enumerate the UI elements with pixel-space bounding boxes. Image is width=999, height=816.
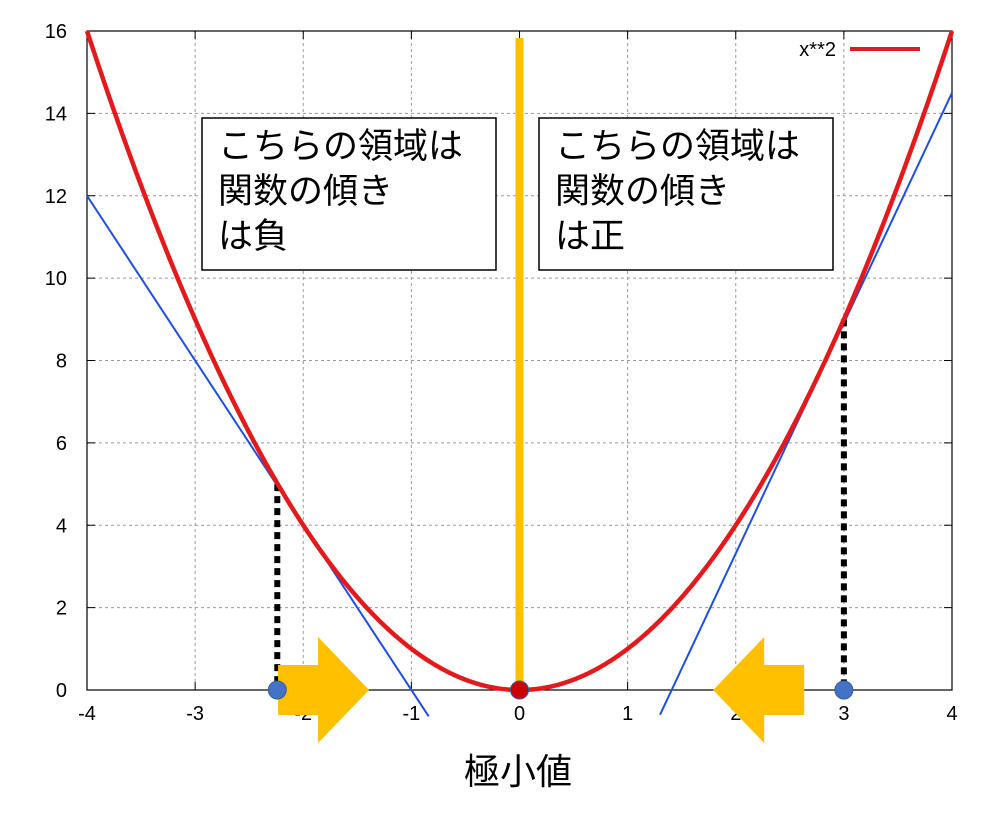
- data-point: [510, 680, 529, 700]
- direction-arrows: [278, 637, 805, 743]
- arrow-left: [713, 637, 805, 743]
- annotation-line: こちらの領域は: [555, 127, 800, 167]
- y-tick-label: 14: [45, 103, 67, 125]
- annotation-line: こちらの領域は: [218, 127, 463, 167]
- points: [267, 680, 854, 700]
- data-point: [267, 680, 287, 700]
- x-tick-label: 1: [622, 703, 633, 725]
- legend-label: x**2: [799, 39, 836, 61]
- tangent-line: [86, 195, 430, 717]
- data-point: [834, 680, 854, 700]
- y-tick-label: 12: [45, 186, 67, 208]
- x-tick-label: 3: [838, 703, 849, 725]
- x-tick-label: 4: [946, 703, 957, 725]
- annotation-negative: こちらの領域は 関数の傾き は負: [201, 117, 497, 271]
- annotation-line: は負: [218, 217, 288, 257]
- arrow-right: [278, 637, 370, 743]
- annotation-box: [201, 117, 497, 271]
- x-tick-label: -3: [186, 703, 204, 725]
- y-tick-label: 8: [56, 351, 67, 373]
- dotted-drop-lines: [274, 319, 847, 690]
- x-tick-label: 0: [514, 703, 525, 725]
- annotation-line: 関数の傾き: [555, 172, 730, 212]
- x-axis-label: 極小値: [464, 752, 572, 793]
- annotation-positive: こちらの領域は 関数の傾き は正: [538, 117, 834, 271]
- x-tick-label: -1: [402, 703, 420, 725]
- y-tick-label: 6: [56, 433, 67, 455]
- y-tick-label: 16: [45, 21, 67, 43]
- legend: x**2: [799, 39, 920, 61]
- y-tick-label: 0: [56, 680, 67, 702]
- y-tick-label: 2: [56, 598, 67, 620]
- y-tick-label: 10: [45, 268, 67, 290]
- annotation-line: は正: [555, 217, 625, 257]
- y-tick-label: 4: [56, 515, 67, 537]
- annotation-box: [538, 117, 834, 271]
- x-tick-label: -4: [78, 703, 96, 725]
- x-tick-label: 2: [730, 703, 741, 725]
- annotation-line: 関数の傾き: [218, 172, 393, 212]
